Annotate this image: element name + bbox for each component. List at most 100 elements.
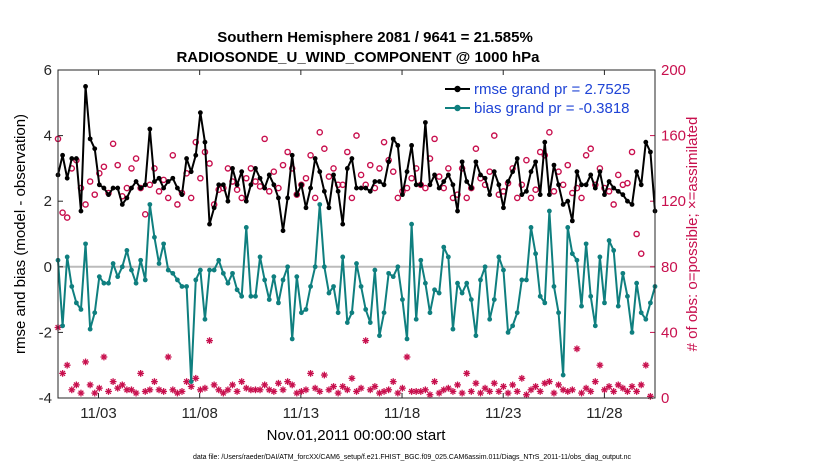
rmse-point	[491, 169, 497, 175]
rmse-point	[211, 205, 217, 211]
assimilated-obs-point	[201, 384, 209, 392]
bias-point	[211, 267, 217, 273]
rmse-point	[115, 185, 121, 191]
asterisk-stroke	[477, 390, 484, 396]
rmse-point	[533, 159, 538, 165]
assimilated-obs-point	[532, 383, 539, 390]
rmse-point	[473, 159, 479, 165]
rmse-point	[367, 188, 373, 194]
bias-point	[101, 280, 107, 286]
bias-point	[285, 264, 291, 270]
bias-point	[418, 257, 424, 263]
bias-point	[87, 326, 93, 332]
asterisk-stroke	[532, 383, 539, 390]
assimilated-obs-point	[637, 381, 645, 389]
asterisk-stroke	[289, 382, 296, 388]
bias-point	[165, 267, 171, 273]
asterisk-stroke	[114, 385, 121, 391]
rmse-point	[588, 172, 594, 178]
right-y-axis: 0 40 80 120 160 200	[650, 62, 686, 407]
asterisk-stroke	[422, 386, 429, 393]
rmse-point	[496, 182, 502, 188]
rmse-point	[230, 166, 235, 171]
bias-point	[583, 241, 589, 247]
bias-point	[597, 254, 603, 260]
right-y-tick-label: 120	[661, 193, 686, 210]
bias-point	[349, 310, 355, 316]
possible-obs-point	[564, 161, 572, 169]
plot-frame	[57, 69, 656, 399]
asterisk-stroke	[330, 383, 337, 390]
asterisk-stroke	[551, 390, 557, 396]
bias-point	[473, 333, 479, 339]
rmse-point	[422, 120, 428, 125]
assimilated-obs-point	[215, 386, 223, 394]
asterisk-stroke	[459, 390, 465, 396]
asterisk-stroke	[137, 370, 144, 377]
possible-obs-point	[91, 191, 99, 198]
asterisk-stroke	[587, 388, 594, 395]
possible-obs-point	[174, 201, 181, 208]
bias-point	[170, 270, 176, 276]
rmse-point	[372, 179, 378, 184]
asterisk-stroke	[601, 386, 608, 393]
assimilated-obs-point	[261, 381, 269, 389]
rmse-point	[220, 182, 226, 188]
assimilated-obs-point	[454, 381, 461, 389]
assimilated-obs-point	[343, 386, 351, 394]
asterisk-stroke	[183, 378, 190, 385]
asterisk-stroke	[349, 375, 355, 382]
assimilated-obs-point	[431, 378, 438, 385]
asterisk-stroke	[87, 382, 93, 388]
bias-point	[124, 248, 130, 253]
asterisk-stroke	[546, 378, 553, 385]
possible-obs-point	[288, 165, 296, 172]
possible-obs-point	[357, 171, 365, 179]
rmse-point	[606, 179, 612, 184]
chart-title-line2: RADIOSONDE_U_WIND_COMPONENT @ 1000 hPa	[176, 49, 540, 66]
asterisk-stroke	[468, 388, 475, 395]
asterisk-stroke	[91, 390, 98, 396]
bias-point	[542, 300, 548, 306]
asterisk-stroke	[257, 386, 263, 393]
possible-obs-point	[532, 186, 539, 194]
assimilated-obs-point	[238, 378, 246, 385]
rmse-point	[537, 192, 543, 198]
bias-point	[643, 316, 649, 322]
asterisk-stroke	[238, 378, 245, 385]
left-y-axis-label: rmse and bias (model - observation)	[12, 114, 29, 354]
assimilated-obs-point	[114, 384, 122, 392]
rmse-point	[583, 182, 589, 188]
left-y-tick-label: 6	[44, 62, 52, 79]
rmse-point	[381, 182, 387, 188]
asterisk-stroke	[133, 390, 139, 396]
bias-point	[96, 274, 102, 280]
assimilated-obs-point	[334, 389, 342, 397]
possible-obs-point	[316, 129, 324, 136]
assimilated-obs-point	[633, 388, 641, 395]
assimilated-obs-point	[118, 381, 126, 389]
possible-obs-point	[422, 184, 429, 192]
bias-point	[464, 280, 470, 286]
assimilated-obs-point	[477, 389, 484, 397]
rmse-point	[602, 192, 607, 198]
x-axis: 11/03 11/08 11/13 11/18 11/23 11/28	[80, 70, 623, 422]
rmse-point	[620, 192, 626, 198]
asterisk-stroke	[431, 378, 438, 385]
possible-obs-point	[160, 176, 167, 184]
assimilated-obs-point	[128, 386, 135, 394]
possible-obs-point	[614, 171, 622, 179]
bias-point	[546, 208, 552, 214]
assimilated-obs-point	[330, 383, 337, 390]
bias-point	[266, 297, 272, 302]
bias-point	[422, 280, 428, 286]
rmse-point	[202, 139, 208, 145]
asterisk-stroke	[454, 382, 461, 388]
rmse-point	[501, 205, 506, 211]
rmse-point	[280, 228, 286, 234]
bias-point	[592, 323, 598, 329]
rmse-point	[170, 175, 176, 181]
assimilated-obs-point	[275, 379, 282, 387]
rmse-point	[138, 185, 144, 191]
assimilated-obs-point	[270, 388, 278, 395]
